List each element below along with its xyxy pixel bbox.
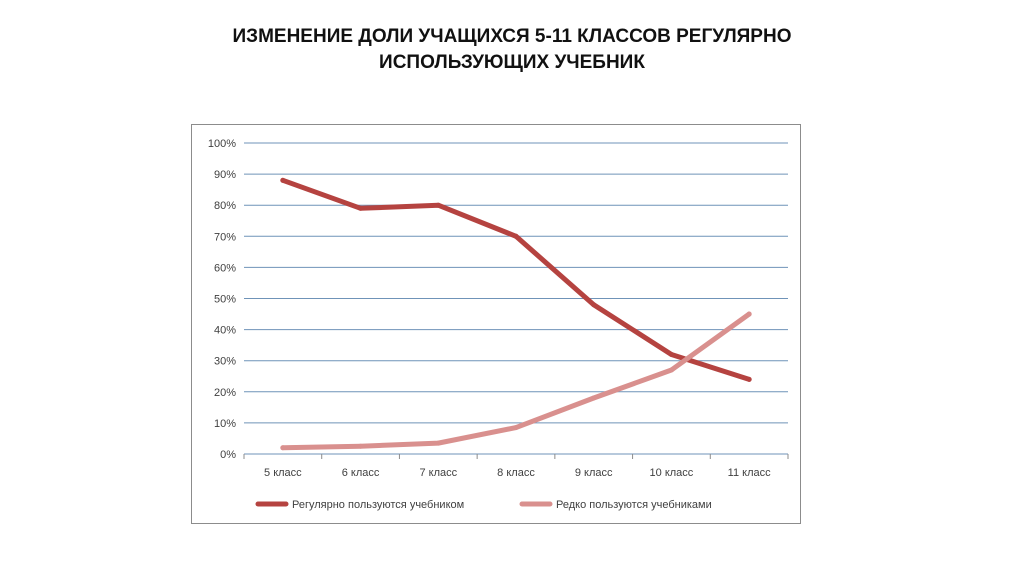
data-point <box>591 395 597 401</box>
gridlines <box>244 142 788 455</box>
data-point <box>280 177 286 183</box>
data-point <box>513 425 519 431</box>
data-point <box>668 351 674 357</box>
y-tick-label: 10% <box>214 418 236 430</box>
data-point <box>435 440 441 446</box>
x-tick-label: 11 класс <box>728 467 771 479</box>
data-point <box>591 302 597 308</box>
y-tick-label: 100% <box>208 138 236 150</box>
legend-label: Редко пользуются учебниками <box>556 499 712 511</box>
data-point <box>513 233 519 239</box>
y-axis-ticks: 0% 10% 20% 30% 40% 50% 60% 70% 80% 90% 100% <box>208 138 236 461</box>
y-tick-label: 70% <box>214 231 236 243</box>
x-tick-label: 5 класс <box>264 467 302 479</box>
page-title: ИЗМЕНЕНИЕ ДОЛИ УЧАЩИХСЯ 5-11 КЛАССОВ РЕГ… <box>0 24 1024 76</box>
x-tick-label: 9 класс <box>575 467 613 479</box>
y-tick-label: 30% <box>214 356 236 368</box>
data-point <box>358 205 364 211</box>
legend-label: Регулярно пользуются учебником <box>292 499 464 511</box>
y-tick-label: 0% <box>220 449 236 461</box>
data-point <box>746 311 752 317</box>
chart-frame: 0% 10% 20% 30% 40% 50% 60% 70% 80% 90% 100% 5 клас… <box>191 124 801 524</box>
y-tick-label: 80% <box>214 200 236 212</box>
y-tick-label: 50% <box>214 294 236 306</box>
data-point <box>435 202 441 208</box>
line-chart: 0% 10% 20% 30% 40% 50% 60% 70% 80% 90% 100% 5 клас… <box>208 138 789 511</box>
data-point <box>746 376 752 382</box>
data-point <box>668 367 674 373</box>
x-tick-label: 10 класс <box>650 467 694 479</box>
title-line-1: ИЗМЕНЕНИЕ ДОЛИ УЧАЩИХСЯ 5-11 КЛАССОВ РЕГ… <box>232 26 792 47</box>
legend: Регулярно пользуются учебником Редко поль… <box>255 499 712 511</box>
series-line-1 <box>280 177 752 382</box>
x-tick-label: 8 класс <box>497 467 535 479</box>
x-axis-ticks: 5 класс 6 класс 7 класс 8 класс 9 класс 10 кл… <box>243 454 789 479</box>
title-line-2: ИСПОЛЬЗУЮЩИХ УЧЕБНИК <box>379 52 645 73</box>
y-tick-label: 60% <box>214 262 236 274</box>
series-lines <box>280 177 752 451</box>
y-tick-label: 90% <box>214 169 236 181</box>
y-tick-label: 20% <box>214 387 236 399</box>
x-tick-label: 6 класс <box>342 467 380 479</box>
x-tick-label: 7 класс <box>419 467 457 479</box>
data-point <box>358 443 364 449</box>
y-tick-label: 40% <box>214 325 236 337</box>
data-point <box>280 445 286 451</box>
